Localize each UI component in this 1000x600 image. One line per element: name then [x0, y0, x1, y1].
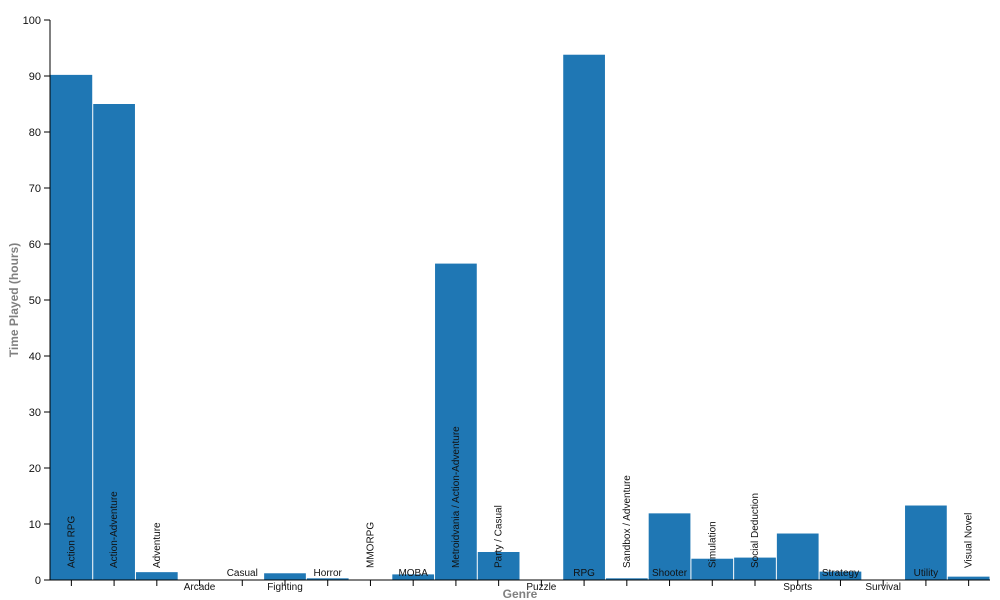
x-axis-title: Genre [503, 587, 538, 600]
y-tick-label: 100 [23, 15, 41, 27]
bar [947, 576, 990, 580]
bar-label: Social Deduction [750, 493, 761, 568]
bar-label: Utility [914, 568, 938, 579]
bar-label: Party / Casual [494, 505, 505, 568]
bar-label: Puzzle [526, 582, 556, 593]
bar [605, 578, 648, 580]
y-tick-label: 50 [29, 295, 41, 307]
bar-label: RPG [573, 568, 595, 579]
bar-label: Adventure [152, 522, 163, 568]
bar [93, 104, 135, 580]
y-tick-label: 10 [29, 519, 41, 531]
y-axis-title: Time Played (hours) [7, 243, 21, 357]
bar-label: Sports [783, 582, 812, 593]
bar [264, 573, 306, 580]
bar [648, 513, 691, 580]
y-tick-label: 20 [29, 463, 41, 475]
bar-label: Simulation [707, 521, 718, 568]
y-tick-label: 0 [35, 575, 41, 587]
bar [435, 263, 477, 580]
y-tick-label: 60 [29, 239, 41, 251]
bar [306, 578, 349, 580]
y-tick-label: 80 [29, 127, 41, 139]
y-tick-label: 30 [29, 407, 41, 419]
bar [691, 558, 734, 580]
bar-label: Horror [314, 568, 343, 579]
x-axis: Action RPG Action-Adventure Adventure Arcad… [50, 426, 990, 593]
bar-label: Fighting [267, 582, 303, 593]
bar [50, 74, 93, 580]
y-tick-label: 40 [29, 351, 41, 363]
bar [563, 54, 605, 581]
bar-label: Survival [865, 582, 901, 593]
bar [905, 505, 947, 580]
bar-label: Metroidvania / Action-Adventure [451, 426, 462, 568]
bar [392, 574, 435, 580]
bar [819, 571, 862, 580]
y-tick-label: 70 [29, 183, 41, 195]
bar [776, 533, 819, 580]
bar [734, 557, 776, 580]
bar-label: Shooter [652, 568, 688, 579]
bar-label: Action-Adventure [109, 491, 120, 568]
bar-label: Strategy [822, 568, 859, 579]
bar [477, 552, 520, 580]
plot-area [50, 54, 990, 581]
bar [135, 572, 178, 580]
bar-label: Casual [227, 568, 258, 579]
bar-label: MOBA [398, 568, 428, 579]
bar-label: Arcade [184, 582, 216, 593]
bar-label: Visual Novel [964, 513, 975, 568]
bar-label: Sandbox / Adventure [622, 475, 633, 568]
bar-label: MMORPG [365, 522, 376, 568]
y-axis: 0 10 20 30 40 50 60 70 80 90 100 [23, 15, 51, 587]
y-tick-label: 90 [29, 71, 41, 83]
bar-label: Action RPG [66, 516, 77, 568]
